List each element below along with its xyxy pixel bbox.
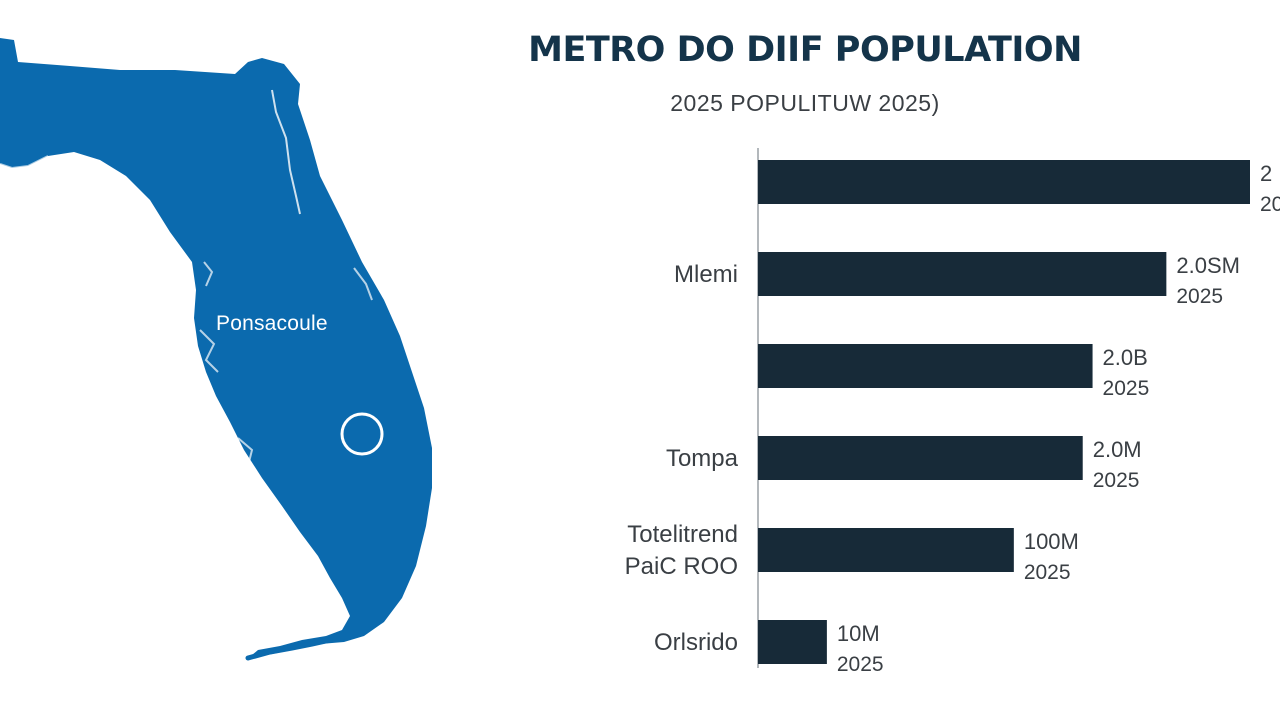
bar-5 <box>758 620 827 664</box>
value-label: 2.0M <box>1093 437 1142 462</box>
florida-map <box>0 38 432 661</box>
map-city-label: Ponsacoule <box>216 312 328 335</box>
florida-keys <box>245 637 333 661</box>
value-label: 100M <box>1024 529 1079 554</box>
bar-3 <box>758 436 1083 480</box>
tampa-bay-inlet <box>199 329 219 373</box>
florida-state-shape <box>0 38 432 660</box>
value-sublabel: 20 <box>1260 193 1280 216</box>
category-label: Mlemi <box>674 261 738 288</box>
gulf-coast-inlet <box>203 261 214 287</box>
value-label: 2 <box>1260 161 1272 186</box>
category-label: Orlsrido <box>654 629 738 656</box>
category-label: Tompa <box>666 445 739 472</box>
bar-1 <box>758 252 1167 296</box>
value-label: 10M <box>837 621 880 646</box>
bar-0 <box>758 160 1250 204</box>
population-bar-chart: 2 20 Mlemi 2.0SM 2025 2.0B 2025 Tompa 2.0M 2025 To… <box>625 148 1280 676</box>
value-sublabel: 2025 <box>1093 469 1140 492</box>
bar-4 <box>758 528 1014 572</box>
circle-marker-icon <box>340 412 384 456</box>
chart-title: METRO DO DIIF POPULATION <box>528 30 1082 70</box>
cape-canaveral-inlet <box>353 267 373 301</box>
bar-2 <box>758 344 1093 388</box>
value-sublabel: 2025 <box>837 653 884 676</box>
category-label: Totelitrend <box>627 521 738 548</box>
value-sublabel: 2025 <box>1103 377 1150 400</box>
category-label: PaiC ROO <box>625 553 738 580</box>
value-sublabel: 2025 <box>1176 285 1223 308</box>
florida-panhandle-coast <box>0 155 49 170</box>
east-coast-waterway <box>271 89 301 215</box>
chart-subtitle: 2025 POPULITUW 2025) <box>670 90 940 116</box>
southwest-coast-inlet <box>237 437 254 467</box>
value-label: 2.0B <box>1103 345 1148 370</box>
value-label: 2.0SM <box>1176 253 1240 278</box>
value-sublabel: 2025 <box>1024 561 1071 584</box>
